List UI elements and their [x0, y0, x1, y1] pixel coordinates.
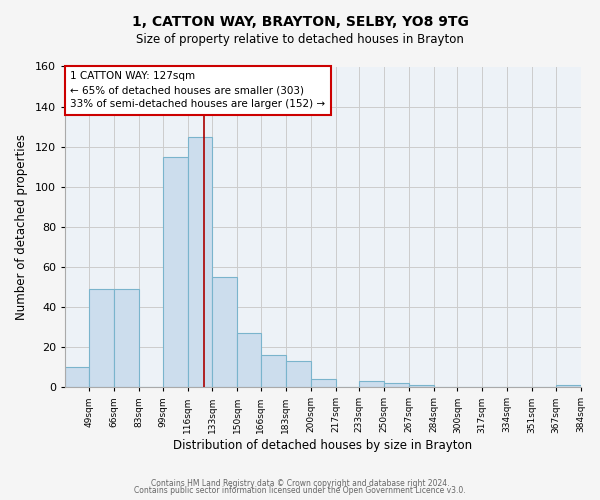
- Bar: [163, 156, 188, 387]
- Bar: [212, 277, 238, 387]
- Bar: [409, 385, 434, 387]
- Bar: [89, 289, 114, 387]
- Bar: [238, 333, 261, 387]
- Bar: [286, 361, 311, 387]
- Bar: [311, 379, 335, 387]
- Text: Size of property relative to detached houses in Brayton: Size of property relative to detached ho…: [136, 32, 464, 46]
- Bar: [261, 355, 286, 387]
- Bar: [114, 289, 139, 387]
- Text: 1 CATTON WAY: 127sqm
← 65% of detached houses are smaller (303)
33% of semi-deta: 1 CATTON WAY: 127sqm ← 65% of detached h…: [70, 72, 325, 110]
- Bar: [359, 381, 384, 387]
- Bar: [556, 385, 581, 387]
- X-axis label: Distribution of detached houses by size in Brayton: Distribution of detached houses by size …: [173, 440, 472, 452]
- Text: 1, CATTON WAY, BRAYTON, SELBY, YO8 9TG: 1, CATTON WAY, BRAYTON, SELBY, YO8 9TG: [131, 15, 469, 29]
- Bar: [65, 367, 89, 387]
- Y-axis label: Number of detached properties: Number of detached properties: [15, 134, 28, 320]
- Bar: [188, 136, 212, 387]
- Text: Contains HM Land Registry data © Crown copyright and database right 2024.: Contains HM Land Registry data © Crown c…: [151, 478, 449, 488]
- Text: Contains public sector information licensed under the Open Government Licence v3: Contains public sector information licen…: [134, 486, 466, 495]
- Bar: [384, 383, 409, 387]
